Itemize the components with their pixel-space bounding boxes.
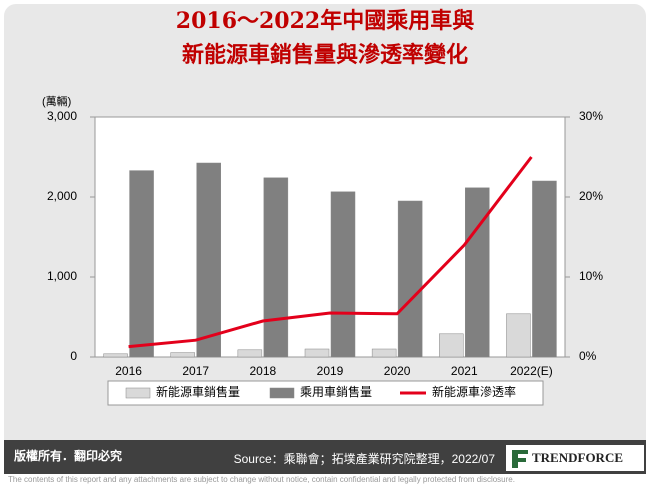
bar [371, 348, 397, 358]
legend-label: 新能源車滲透率 [432, 384, 516, 399]
y-tick-label: 3,000 [47, 109, 77, 123]
x-tick-label: 2021 [451, 364, 478, 378]
logo-bg [506, 445, 644, 471]
footer-disclaimer: The contents of this report and any atta… [8, 475, 515, 484]
legend-swatch [269, 387, 295, 399]
bar [129, 170, 154, 358]
logo-icon [512, 450, 528, 468]
chart-title: 新能源車銷售量與滲透率變化 [182, 42, 468, 68]
plot-area [94, 116, 566, 358]
y-tick-label: 1,000 [47, 269, 77, 283]
y2-tick-label: 10% [579, 269, 603, 283]
y2-tick-label: 30% [579, 109, 603, 123]
y-tick-label: 0 [70, 349, 77, 363]
bar [103, 353, 128, 358]
legend-label: 乘用車銷售量 [300, 384, 372, 399]
footer-source: Source：乘聯會；拓墣產業研究院整理，2022/07 [234, 451, 496, 466]
chart-title: 2016～2022年中國乘用車與 [176, 8, 474, 34]
footer-logo: TRENDFORCE [532, 450, 623, 465]
x-tick-label: 2017 [182, 364, 209, 378]
bar [397, 200, 423, 358]
bar [170, 352, 195, 358]
bar [237, 349, 263, 358]
bar [330, 191, 356, 358]
bar [506, 313, 531, 358]
x-tick-label: 2020 [384, 364, 411, 378]
y-axis-label: (萬輛) [42, 94, 71, 108]
y2-tick-label: 0% [579, 349, 597, 363]
footer-rights: 版權所有．翻印必究 [14, 448, 122, 463]
line-series [128, 156, 533, 349]
legend-box [107, 380, 544, 406]
legend-swatch [125, 387, 151, 399]
bar [532, 180, 557, 358]
x-tick-label: 2016 [115, 364, 142, 378]
bar [263, 177, 289, 358]
x-tick-label: 2019 [317, 364, 344, 378]
y2-tick-label: 20% [579, 189, 603, 203]
x-tick-label: 2018 [250, 364, 277, 378]
y-tick-label: 2,000 [47, 189, 77, 203]
legend-label: 新能源車銷售量 [156, 384, 240, 399]
bar [465, 187, 490, 358]
bar [196, 162, 221, 358]
bar [439, 333, 464, 358]
x-tick-label: 2022(E) [510, 364, 553, 378]
bar [304, 348, 330, 358]
